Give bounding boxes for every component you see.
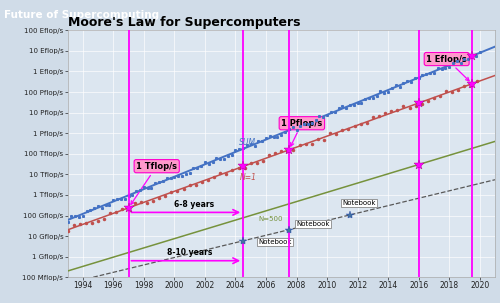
- Text: 1 Pflop/s: 1 Pflop/s: [281, 119, 322, 146]
- Text: Moore's Law for Supercomputers: Moore's Law for Supercomputers: [68, 16, 300, 29]
- Text: Notebook: Notebook: [258, 239, 292, 245]
- Text: 1 Tflop/s: 1 Tflop/s: [131, 162, 177, 204]
- Text: Notebook: Notebook: [342, 200, 376, 206]
- Text: 1 Eflop/s: 1 Eflop/s: [426, 55, 469, 81]
- Text: Future of Supercomputing: Future of Supercomputing: [4, 10, 159, 20]
- Text: N=500: N=500: [258, 216, 283, 222]
- Text: Notebook: Notebook: [296, 221, 330, 227]
- Text: SUM: SUM: [238, 138, 256, 148]
- Text: 6-8 years: 6-8 years: [174, 200, 214, 209]
- Text: N=1: N=1: [240, 173, 257, 182]
- Text: 8-10 years: 8-10 years: [166, 248, 212, 258]
